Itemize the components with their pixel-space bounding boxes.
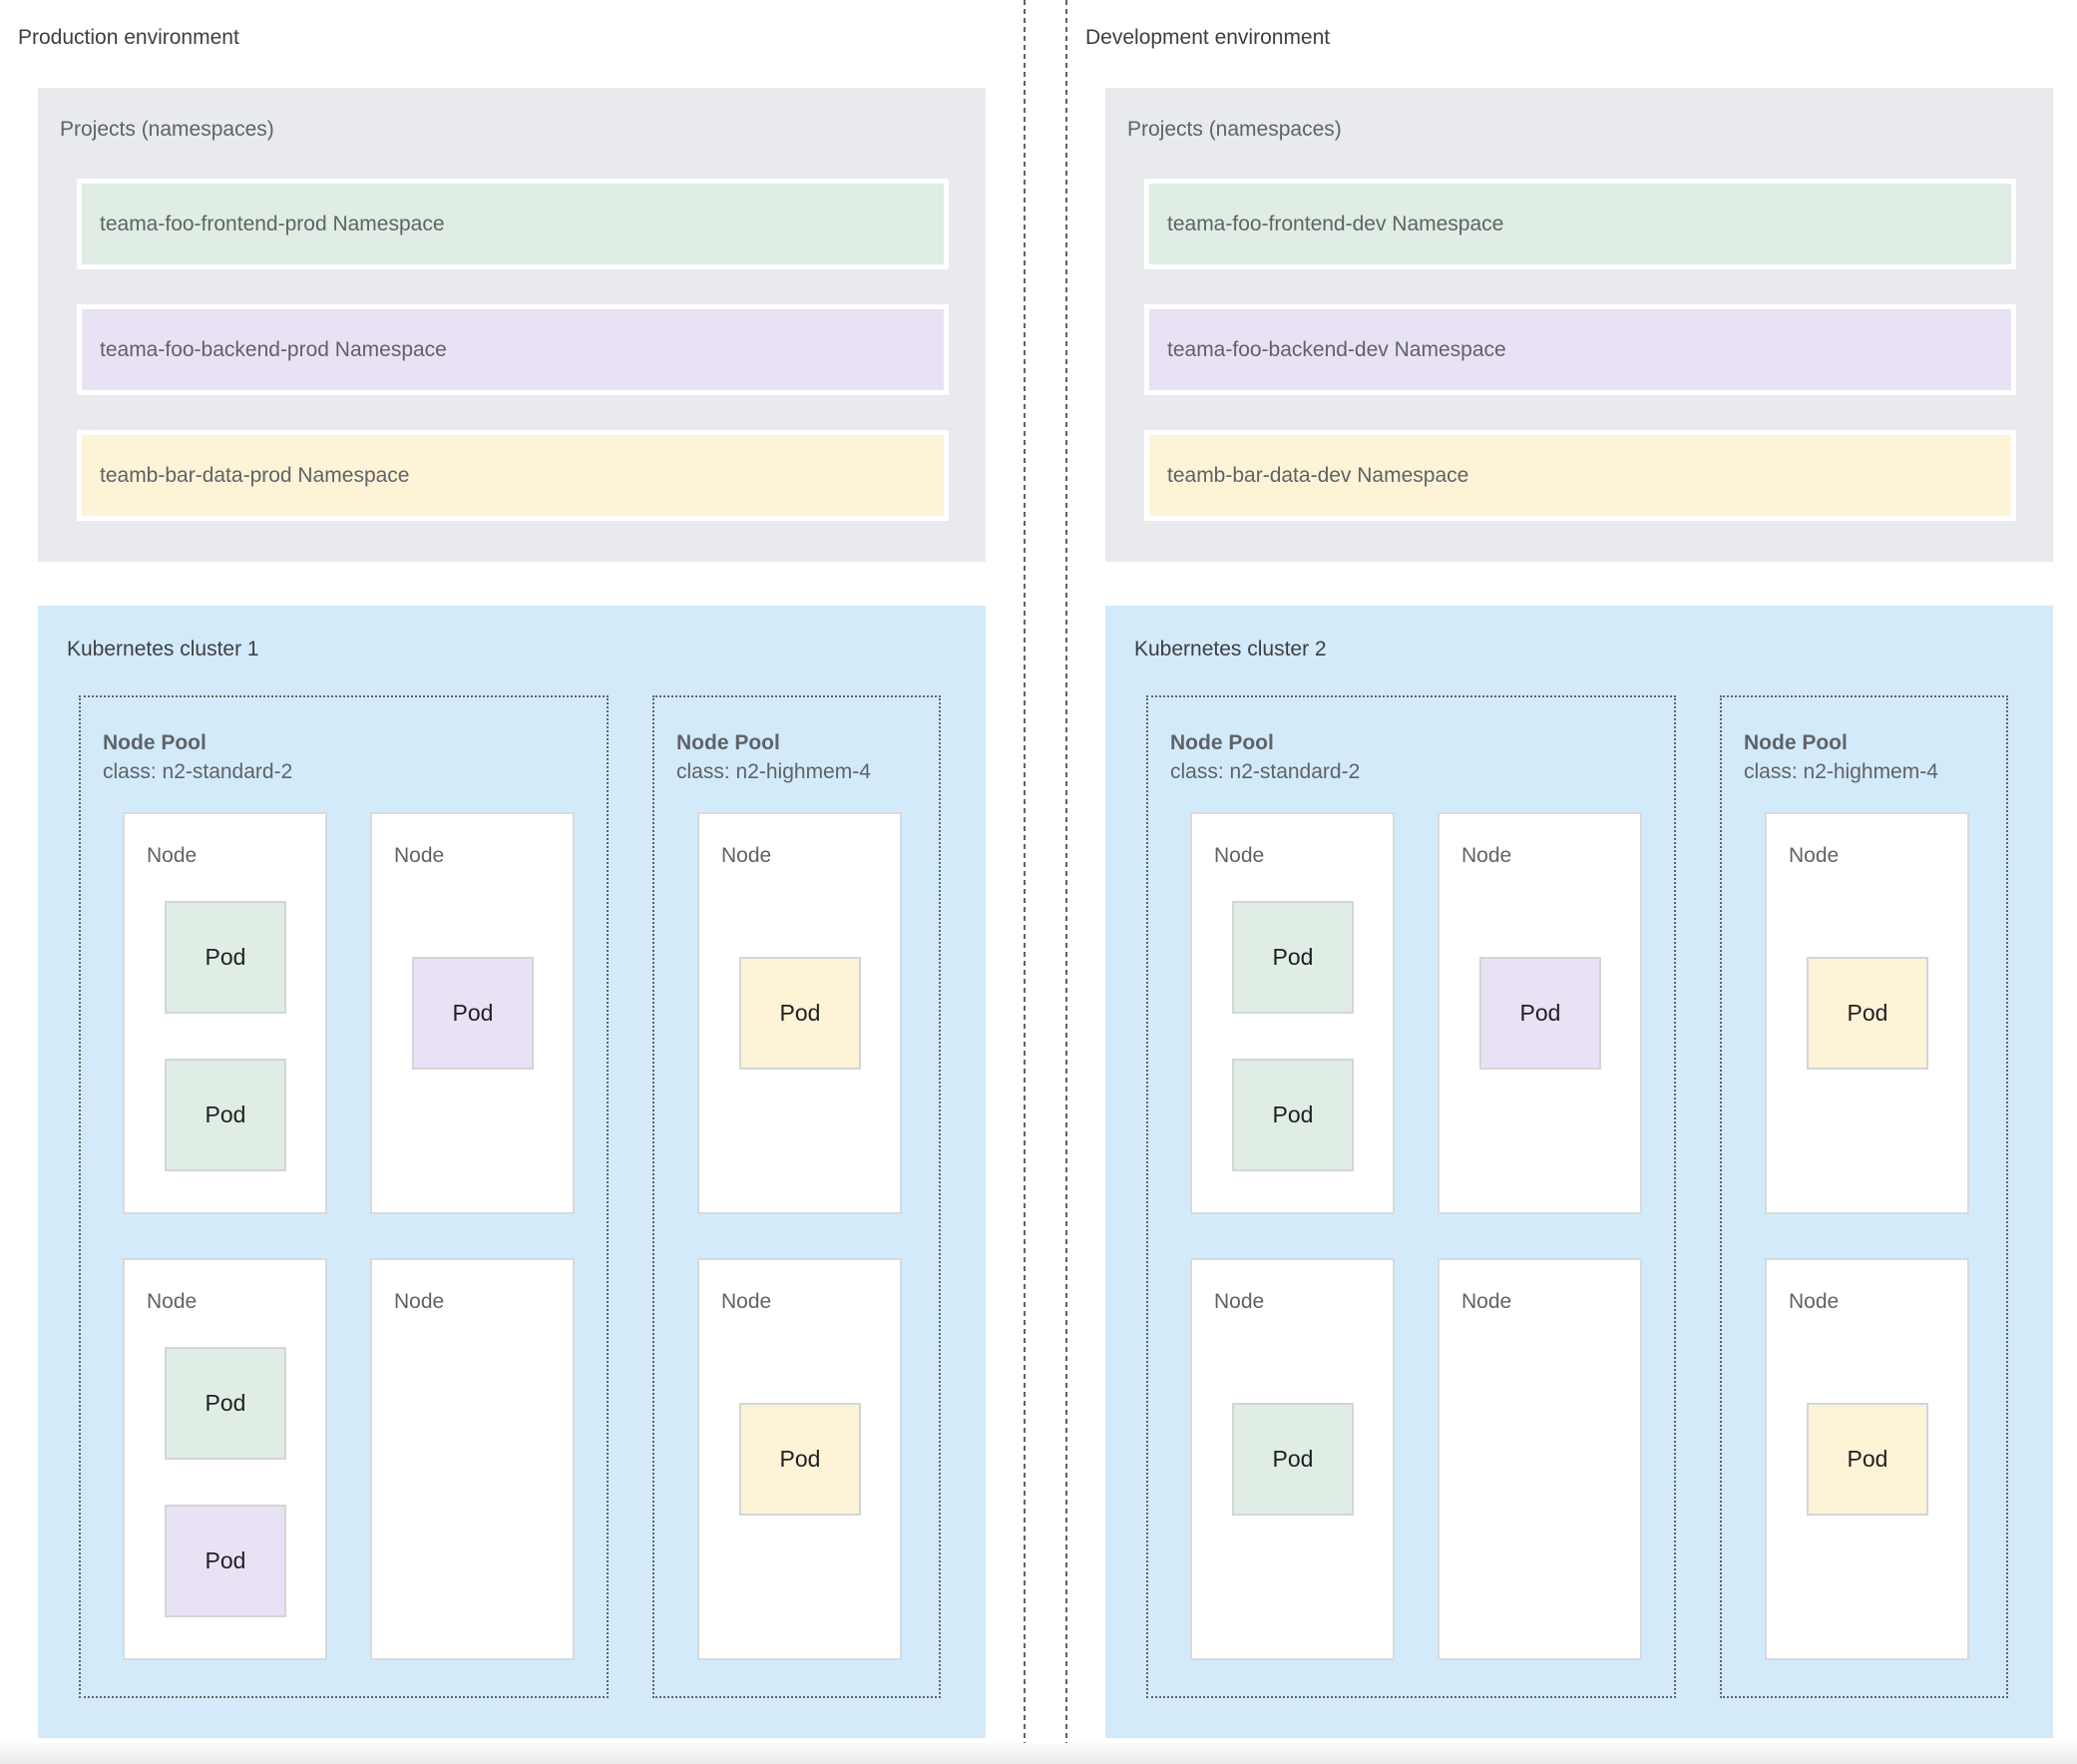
pod-box: Pod [412,957,534,1070]
node-pool-title: Node Pool class: n2-standard-2 [103,728,292,786]
node-pool-machine-class: class: n2-highmem-4 [676,760,871,783]
node-pool-box: Node Pool class: n2-standard-2 Node Pod Pod N… [1146,695,1676,1698]
node-box: Node Pod [1190,1258,1395,1660]
pod-box: Pod [1232,901,1354,1014]
node-box: Node Pod [697,1258,902,1660]
environment-title: Development environment [1085,26,1331,49]
node-pool-title: Node Pool class: n2-highmem-4 [1744,728,1938,786]
namespace-label: teama-foo-frontend-prod Namespace [82,184,944,264]
namespace-label: teama-foo-backend-dev Namespace [1149,309,2011,390]
namespace-bar: teamb-bar-data-dev Namespace [1144,430,2016,521]
node-box: Node Pod Pod [123,812,327,1214]
node-pool-title-text: Node Pool [103,731,207,754]
namespace-bar: teama-foo-frontend-dev Namespace [1144,179,2016,269]
namespace-label: teamb-bar-data-dev Namespace [1149,435,2011,516]
environment-title: Production environment [18,26,239,49]
pod-box: Pod [739,1403,861,1516]
node-pool-machine-class: class: n2-highmem-4 [1744,760,1938,783]
node-pool-title: Node Pool class: n2-highmem-4 [676,728,871,786]
node-title: Node [394,844,445,867]
pod-box: Pod [1479,957,1601,1070]
node-box: Node [1438,1258,1642,1660]
node-title: Node [1461,844,1512,867]
node-pool-box: Node Pool class: n2-highmem-4 Node Pod Node P… [652,695,941,1698]
node-box: Node Pod [370,812,575,1214]
node-box: Node Pod Pod [1190,812,1395,1214]
namespace-label: teama-foo-backend-prod Namespace [82,309,944,390]
namespace-bar: teama-foo-frontend-prod Namespace [77,179,949,269]
node-box: Node [370,1258,575,1660]
environment-divider-line-left [1024,0,1026,1743]
node-title: Node [147,844,198,867]
kubernetes-cluster-box: Kubernetes cluster 2 Node Pool class: n2-s… [1105,606,2053,1738]
pod-box: Pod [165,1059,286,1171]
node-pool-box: Node Pool class: n2-standard-2 Node Pod Pod N… [79,695,609,1698]
node-pool-machine-class: class: n2-standard-2 [1170,760,1361,783]
node-pool-title-text: Node Pool [676,731,780,754]
node-title: Node [1789,844,1840,867]
page-bottom-strip [0,1743,2077,1764]
environment-divider-line-right [1065,0,1067,1743]
namespace-label: teamb-bar-data-prod Namespace [82,435,944,516]
projects-box-title: Projects (namespaces) [60,118,274,141]
namespace-label: teama-foo-frontend-dev Namespace [1149,184,2011,264]
node-pool-box: Node Pool class: n2-highmem-4 Node Pod Node P… [1720,695,2008,1698]
node-title: Node [1214,844,1265,867]
node-pool-title: Node Pool class: n2-standard-2 [1170,728,1360,786]
namespace-bar: teama-foo-backend-dev Namespace [1144,304,2016,395]
node-pool-machine-class: class: n2-standard-2 [103,760,293,783]
projects-namespaces-box: Projects (namespaces) teama-foo-frontend-… [1105,88,2053,562]
node-box: Node Pod [697,812,902,1214]
node-title: Node [1461,1290,1512,1313]
node-title: Node [721,1290,772,1313]
pod-box: Pod [165,901,286,1014]
node-box: Node Pod [1438,812,1642,1214]
pod-box: Pod [1807,957,1928,1070]
node-box: Node Pod [1765,1258,1969,1660]
node-title: Node [1214,1290,1265,1313]
pod-box: Pod [739,957,861,1070]
pod-box: Pod [1232,1403,1354,1516]
namespace-bar: teamb-bar-data-prod Namespace [77,430,949,521]
kubernetes-cluster-title: Kubernetes cluster 2 [1134,638,1327,661]
kubernetes-cluster-box: Kubernetes cluster 1 Node Pool class: n2-s… [38,606,986,1738]
node-pool-title-text: Node Pool [1744,731,1848,754]
projects-box-title: Projects (namespaces) [1127,118,1342,141]
namespace-bar: teama-foo-backend-prod Namespace [77,304,949,395]
kubernetes-cluster-title: Kubernetes cluster 1 [67,638,259,661]
projects-namespaces-box: Projects (namespaces) teama-foo-frontend-… [38,88,986,562]
node-title: Node [147,1290,198,1313]
node-box: Node Pod [1765,812,1969,1214]
pod-box: Pod [165,1505,286,1617]
pod-box: Pod [165,1347,286,1460]
pod-box: Pod [1807,1403,1928,1516]
pod-box: Pod [1232,1059,1354,1171]
node-box: Node Pod Pod [123,1258,327,1660]
node-pool-title-text: Node Pool [1170,731,1274,754]
node-title: Node [721,844,772,867]
node-title: Node [394,1290,445,1313]
node-title: Node [1789,1290,1840,1313]
